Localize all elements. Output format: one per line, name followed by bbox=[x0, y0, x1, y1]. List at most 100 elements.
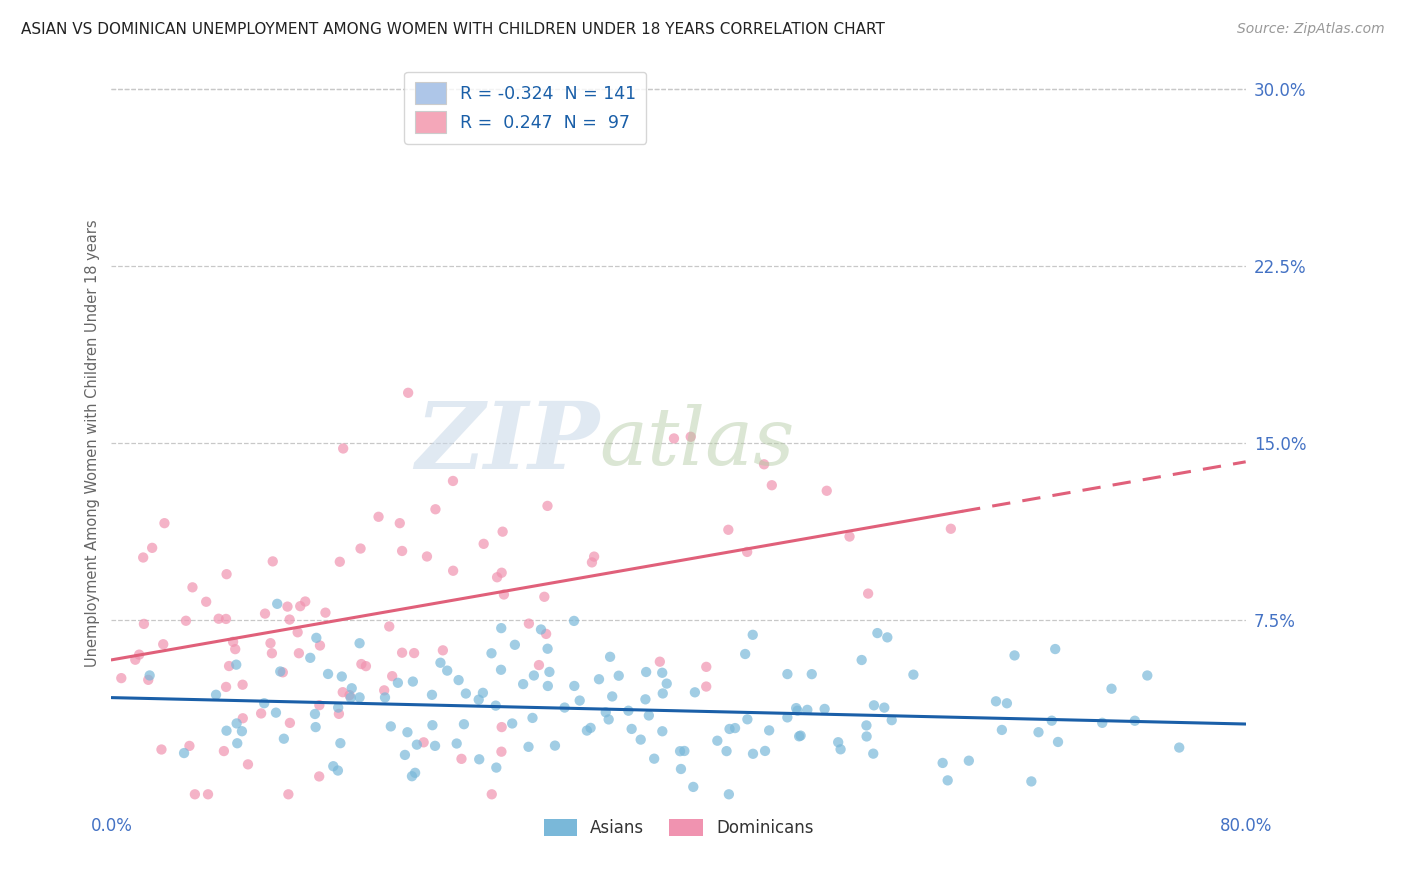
Point bbox=[231, 724, 253, 739]
Point bbox=[491, 621, 513, 635]
Point bbox=[329, 736, 352, 750]
Point bbox=[669, 744, 692, 758]
Point bbox=[489, 663, 512, 677]
Point bbox=[620, 722, 643, 736]
Point bbox=[432, 643, 454, 657]
Point bbox=[450, 752, 472, 766]
Point bbox=[349, 690, 371, 705]
Point bbox=[599, 649, 621, 664]
Point bbox=[328, 700, 350, 714]
Point bbox=[800, 667, 823, 681]
Point bbox=[174, 614, 197, 628]
Point bbox=[388, 516, 411, 531]
Point bbox=[422, 718, 444, 732]
Point bbox=[420, 688, 443, 702]
Point bbox=[446, 737, 468, 751]
Point bbox=[316, 667, 339, 681]
Point bbox=[991, 723, 1014, 737]
Point bbox=[276, 599, 298, 614]
Point bbox=[232, 711, 254, 725]
Point bbox=[391, 544, 413, 558]
Point bbox=[262, 554, 284, 568]
Point bbox=[278, 613, 301, 627]
Point bbox=[787, 729, 810, 743]
Point bbox=[253, 607, 276, 621]
Point bbox=[643, 752, 665, 766]
Y-axis label: Unemployment Among Women with Children Under 18 years: Unemployment Among Women with Children U… bbox=[86, 219, 100, 666]
Point bbox=[305, 631, 328, 645]
Point bbox=[814, 702, 837, 716]
Point bbox=[485, 761, 508, 775]
Point bbox=[152, 637, 174, 651]
Point bbox=[350, 657, 373, 671]
Point bbox=[530, 623, 553, 637]
Point bbox=[1123, 714, 1146, 728]
Point bbox=[655, 676, 678, 690]
Point bbox=[339, 688, 361, 702]
Point bbox=[314, 606, 336, 620]
Point bbox=[215, 567, 238, 582]
Point bbox=[651, 724, 673, 739]
Point bbox=[308, 698, 330, 713]
Point bbox=[673, 744, 696, 758]
Point bbox=[179, 739, 201, 753]
Point bbox=[374, 690, 396, 705]
Point bbox=[683, 685, 706, 699]
Point bbox=[212, 744, 235, 758]
Point bbox=[225, 657, 247, 672]
Point bbox=[404, 765, 426, 780]
Point bbox=[595, 706, 617, 720]
Point bbox=[880, 713, 903, 727]
Point bbox=[181, 580, 204, 594]
Point bbox=[1004, 648, 1026, 663]
Point bbox=[273, 731, 295, 746]
Point bbox=[215, 680, 238, 694]
Point bbox=[752, 458, 775, 472]
Point bbox=[132, 550, 155, 565]
Legend: Asians, Dominicans: Asians, Dominicans bbox=[537, 813, 820, 844]
Point bbox=[184, 787, 207, 801]
Point bbox=[931, 756, 953, 770]
Point bbox=[394, 747, 416, 762]
Text: ZIP: ZIP bbox=[415, 398, 599, 488]
Point bbox=[404, 646, 426, 660]
Point bbox=[173, 746, 195, 760]
Point bbox=[141, 541, 163, 555]
Point bbox=[218, 659, 240, 673]
Point bbox=[785, 701, 807, 715]
Point bbox=[259, 636, 281, 650]
Point bbox=[1021, 774, 1043, 789]
Point bbox=[1046, 735, 1069, 749]
Point bbox=[138, 668, 160, 682]
Point bbox=[735, 545, 758, 559]
Point bbox=[441, 474, 464, 488]
Point bbox=[378, 619, 401, 633]
Point bbox=[581, 555, 603, 569]
Point bbox=[322, 759, 344, 773]
Point bbox=[128, 648, 150, 662]
Point bbox=[554, 700, 576, 714]
Point bbox=[758, 723, 780, 738]
Point bbox=[471, 686, 494, 700]
Point bbox=[416, 549, 439, 564]
Point bbox=[855, 718, 877, 732]
Point bbox=[600, 690, 623, 704]
Point bbox=[536, 641, 558, 656]
Point bbox=[1045, 642, 1067, 657]
Point bbox=[695, 680, 717, 694]
Point bbox=[197, 787, 219, 801]
Point bbox=[205, 688, 228, 702]
Point bbox=[288, 646, 311, 660]
Point bbox=[669, 762, 692, 776]
Point bbox=[215, 612, 238, 626]
Point bbox=[503, 638, 526, 652]
Point bbox=[491, 720, 513, 734]
Point bbox=[402, 674, 425, 689]
Point bbox=[737, 712, 759, 726]
Point bbox=[423, 739, 446, 753]
Point bbox=[153, 516, 176, 531]
Point bbox=[328, 706, 350, 721]
Point bbox=[717, 523, 740, 537]
Point bbox=[718, 722, 741, 736]
Point bbox=[682, 780, 704, 794]
